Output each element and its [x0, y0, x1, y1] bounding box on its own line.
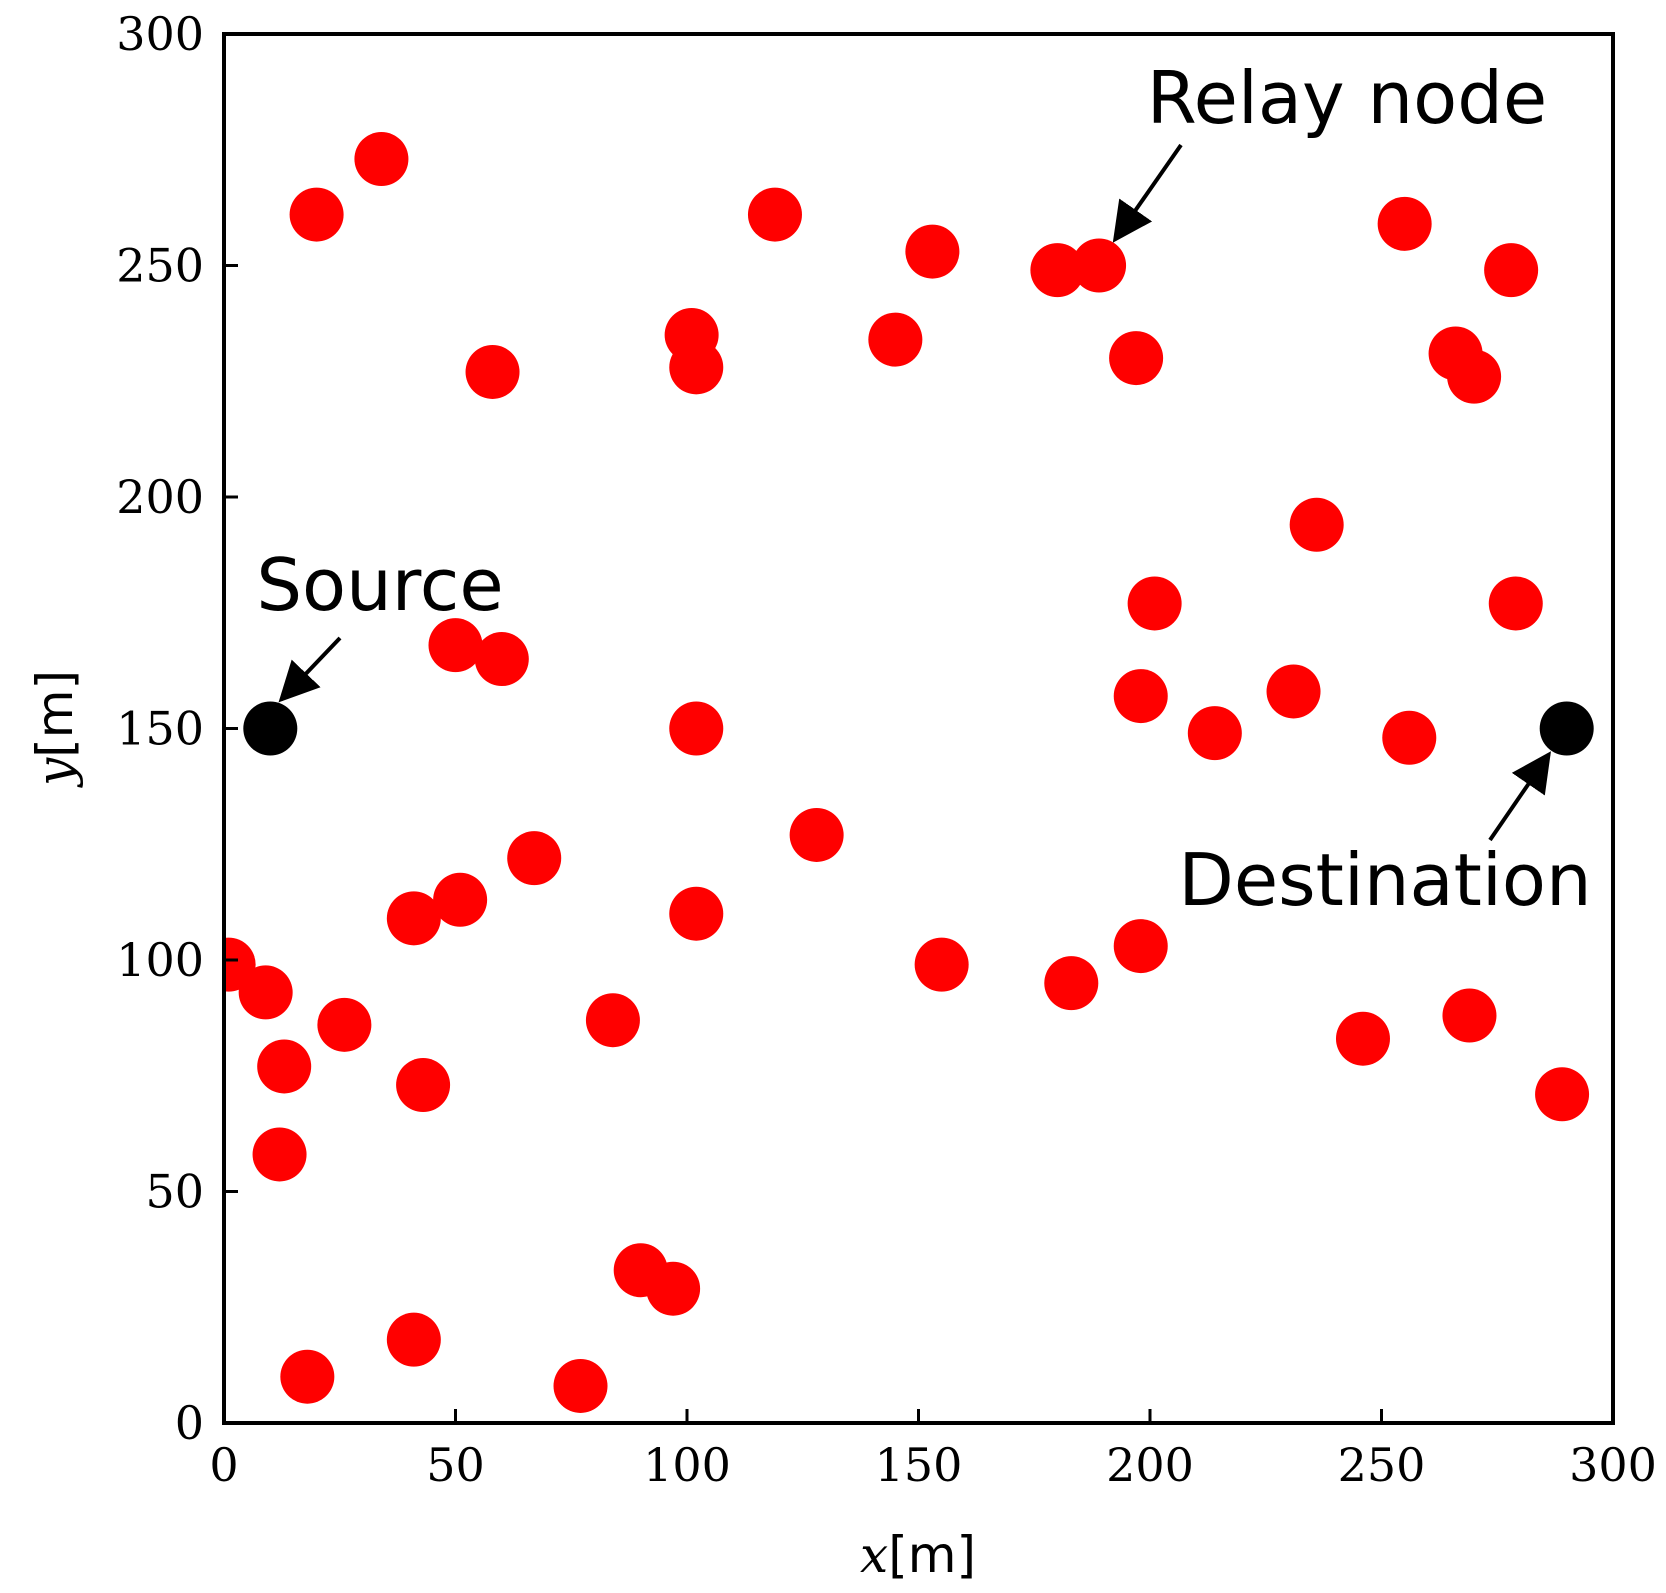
relay-node-point	[646, 1261, 701, 1316]
annotation-arrow	[1112, 143, 1183, 243]
relay-node-point	[669, 886, 724, 941]
relay-node-point	[238, 965, 293, 1020]
y-tick-label: 150	[116, 702, 204, 756]
relay-node-point	[1289, 497, 1344, 552]
x-tick-label: 0	[209, 1438, 238, 1492]
relay-node-point	[1484, 243, 1539, 298]
y-axis-variable: y	[26, 757, 84, 788]
annotation-label: Source	[256, 543, 503, 627]
relay-node-point	[669, 340, 724, 395]
y-axis-label: y[m]	[26, 670, 84, 788]
relay-node-point	[789, 807, 844, 862]
y-tick-label: 100	[116, 933, 204, 987]
relay-node-point	[914, 937, 969, 992]
annotation-label: Relay node	[1147, 56, 1547, 140]
relay-node-point	[747, 187, 802, 242]
relay-node-point	[465, 344, 520, 399]
endpoint-node-point	[1539, 701, 1594, 756]
relay-node-point	[553, 1358, 608, 1413]
x-tick-label: 100	[643, 1438, 731, 1492]
relay-node-point	[1187, 706, 1242, 761]
relay-node-point	[1535, 1067, 1590, 1122]
relay-node-point	[474, 632, 529, 687]
x-tick-label: 150	[875, 1438, 963, 1492]
relay-node-point	[280, 1349, 335, 1404]
relay-node-point	[1127, 576, 1182, 631]
y-tick-label: 0	[175, 1396, 204, 1450]
plot-frame	[222, 32, 1615, 1425]
relay-node-point	[507, 831, 562, 886]
relay-node-point	[1072, 238, 1127, 293]
relay-node-point	[1447, 349, 1502, 404]
relay-node-point	[428, 618, 483, 673]
relay-node-point	[1113, 669, 1168, 724]
relay-node-point	[905, 224, 960, 279]
relay-node-point	[1109, 331, 1164, 386]
relay-node-point	[1488, 576, 1543, 631]
endpoint-node-point	[243, 701, 298, 756]
y-tick-label: 200	[116, 470, 204, 524]
relay-node-point	[1335, 1011, 1390, 1066]
annotation-label: Destination	[1178, 838, 1591, 922]
relay-node-point	[386, 1312, 441, 1367]
relay-node-point	[1266, 664, 1321, 719]
y-axis-unit: [m]	[26, 670, 84, 758]
relay-node-point	[1382, 710, 1437, 765]
relay-node-point	[252, 1127, 307, 1182]
y-tick-label: 250	[116, 239, 204, 293]
relay-node-point	[257, 1039, 312, 1094]
relay-node-point	[396, 1058, 451, 1113]
relay-node-point	[1113, 919, 1168, 974]
relay-node-point	[669, 701, 724, 756]
tick-labels: 0 50 100 150 200 250 300 0 50 100 150 200 250 300	[116, 7, 1657, 1492]
relay-node-point	[1044, 956, 1099, 1011]
relay-node-point	[1030, 243, 1085, 298]
x-tick-label: 250	[1338, 1438, 1426, 1492]
relay-node-point	[1377, 196, 1432, 251]
relay-node-point	[433, 872, 488, 927]
relay-node-point	[386, 891, 441, 946]
relay-node-point	[585, 993, 640, 1048]
x-tick-label: 300	[1569, 1438, 1657, 1492]
annotations: Source Relay node Destination	[256, 56, 1591, 922]
data-markers	[224, 132, 1594, 1413]
x-axis-unit: [m]	[888, 1526, 976, 1584]
y-tick-label: 300	[116, 7, 204, 61]
x-axis-label: x[m]	[860, 1526, 976, 1584]
x-tick-label: 50	[426, 1438, 485, 1492]
relay-node-point	[354, 132, 409, 187]
x-tick-label: 200	[1106, 1438, 1194, 1492]
y-tick-label: 50	[145, 1165, 204, 1219]
relay-node-point	[317, 997, 372, 1052]
annotation-arrow	[1488, 751, 1551, 842]
x-axis-variable: x	[860, 1526, 888, 1584]
annotation-arrow	[278, 636, 342, 703]
relay-node-point	[868, 312, 923, 367]
relay-node-point	[289, 187, 344, 242]
relay-node-point	[1442, 988, 1497, 1043]
